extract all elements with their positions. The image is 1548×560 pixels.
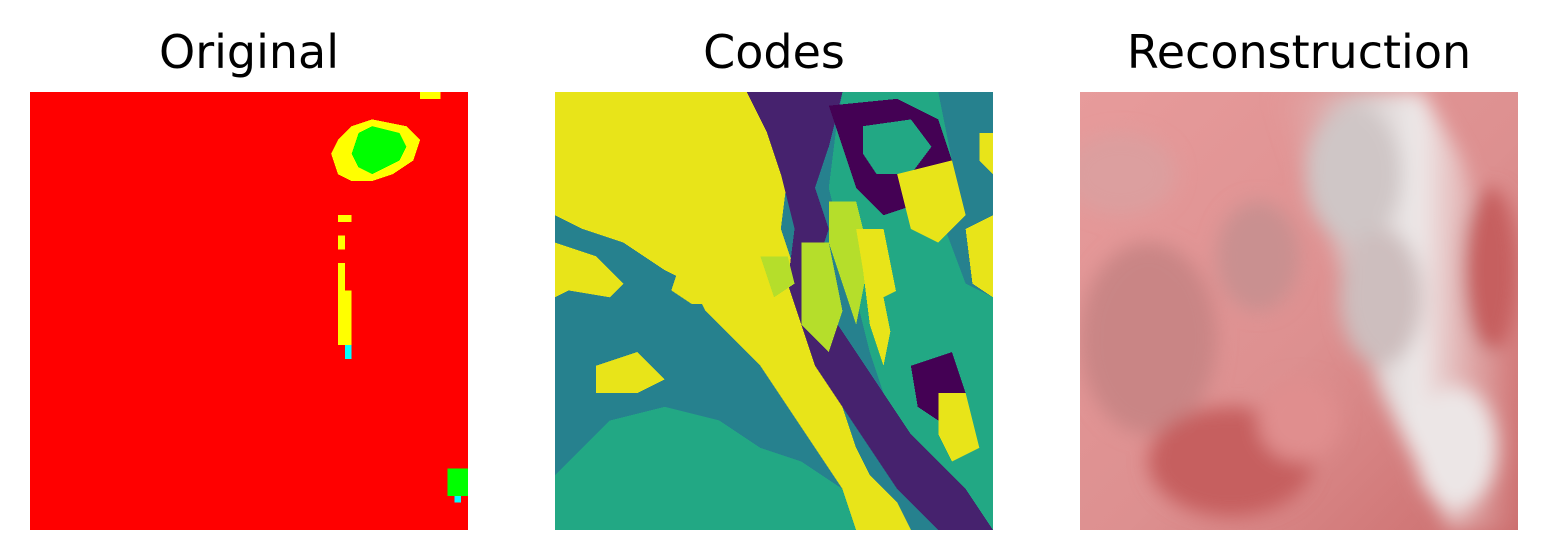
panel-original: Original bbox=[30, 0, 468, 560]
original-image bbox=[30, 92, 468, 530]
panel-reconstruction: Reconstruction bbox=[1080, 0, 1518, 560]
panel-codes: Codes bbox=[555, 0, 993, 560]
panel-title-original: Original bbox=[158, 25, 339, 79]
reconstruction-image bbox=[1080, 92, 1518, 530]
panel-title-codes: Codes bbox=[703, 25, 845, 79]
panel-title-reconstruction: Reconstruction bbox=[1126, 25, 1472, 79]
codes-image bbox=[555, 92, 993, 530]
